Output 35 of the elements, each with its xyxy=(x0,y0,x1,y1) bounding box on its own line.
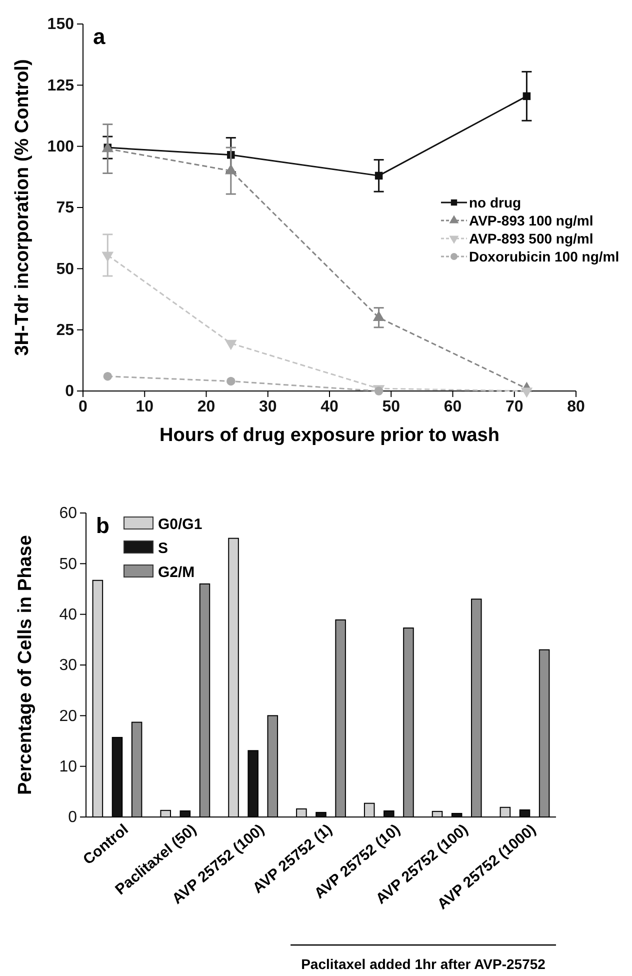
legend-label: S xyxy=(158,540,168,557)
y-tick-label: 20 xyxy=(59,708,78,725)
y-tick-label: 50 xyxy=(59,556,78,573)
y-tick-label: 150 xyxy=(47,16,74,34)
y-tick-label: 75 xyxy=(56,200,74,217)
y-tick-label: 40 xyxy=(59,606,78,624)
legend-label: AVP-893 500 ng/ml xyxy=(469,230,594,246)
x-tick-label: 40 xyxy=(320,398,338,416)
x-axis-title: Hours of drug exposure prior to wash xyxy=(160,425,500,446)
legend-label: no drug xyxy=(469,194,522,210)
y-tick-label: 100 xyxy=(47,138,74,156)
y-tick-label: 50 xyxy=(56,260,74,278)
x-tick-label: 50 xyxy=(382,398,400,416)
y-tick-label: 125 xyxy=(47,77,74,94)
x-tick-label: 10 xyxy=(136,398,154,416)
x-tick-label: 20 xyxy=(197,398,216,416)
y-tick-label: 60 xyxy=(59,505,78,522)
x-tick-label: 80 xyxy=(567,398,585,416)
legend-label: G0/G1 xyxy=(158,516,202,533)
text: Paclitaxel added 1hr after AVP-25752 xyxy=(301,956,546,972)
x-tick-label: 70 xyxy=(505,398,524,416)
x-tick-label: 60 xyxy=(444,398,462,416)
y-tick-label: 30 xyxy=(59,657,78,674)
y-tick-label: 25 xyxy=(56,322,74,339)
y-tick-label: 10 xyxy=(59,758,78,776)
legend-label: Doxorubicin 100 ng/ml xyxy=(469,248,620,264)
y-axis-title: Percentage of Cells in Phase xyxy=(15,535,36,795)
legend-label: G2/M xyxy=(158,564,195,581)
y-tick-label: 0 xyxy=(65,383,74,400)
y-axis-title: 3H-Tdr incorporation (% Control) xyxy=(12,59,33,356)
annotation: b xyxy=(96,513,110,538)
x-tick-label: 30 xyxy=(258,398,277,416)
annotation: a xyxy=(93,24,106,49)
legend-label: AVP-893 100 ng/ml xyxy=(469,212,594,228)
y-tick-label: 0 xyxy=(68,809,78,826)
